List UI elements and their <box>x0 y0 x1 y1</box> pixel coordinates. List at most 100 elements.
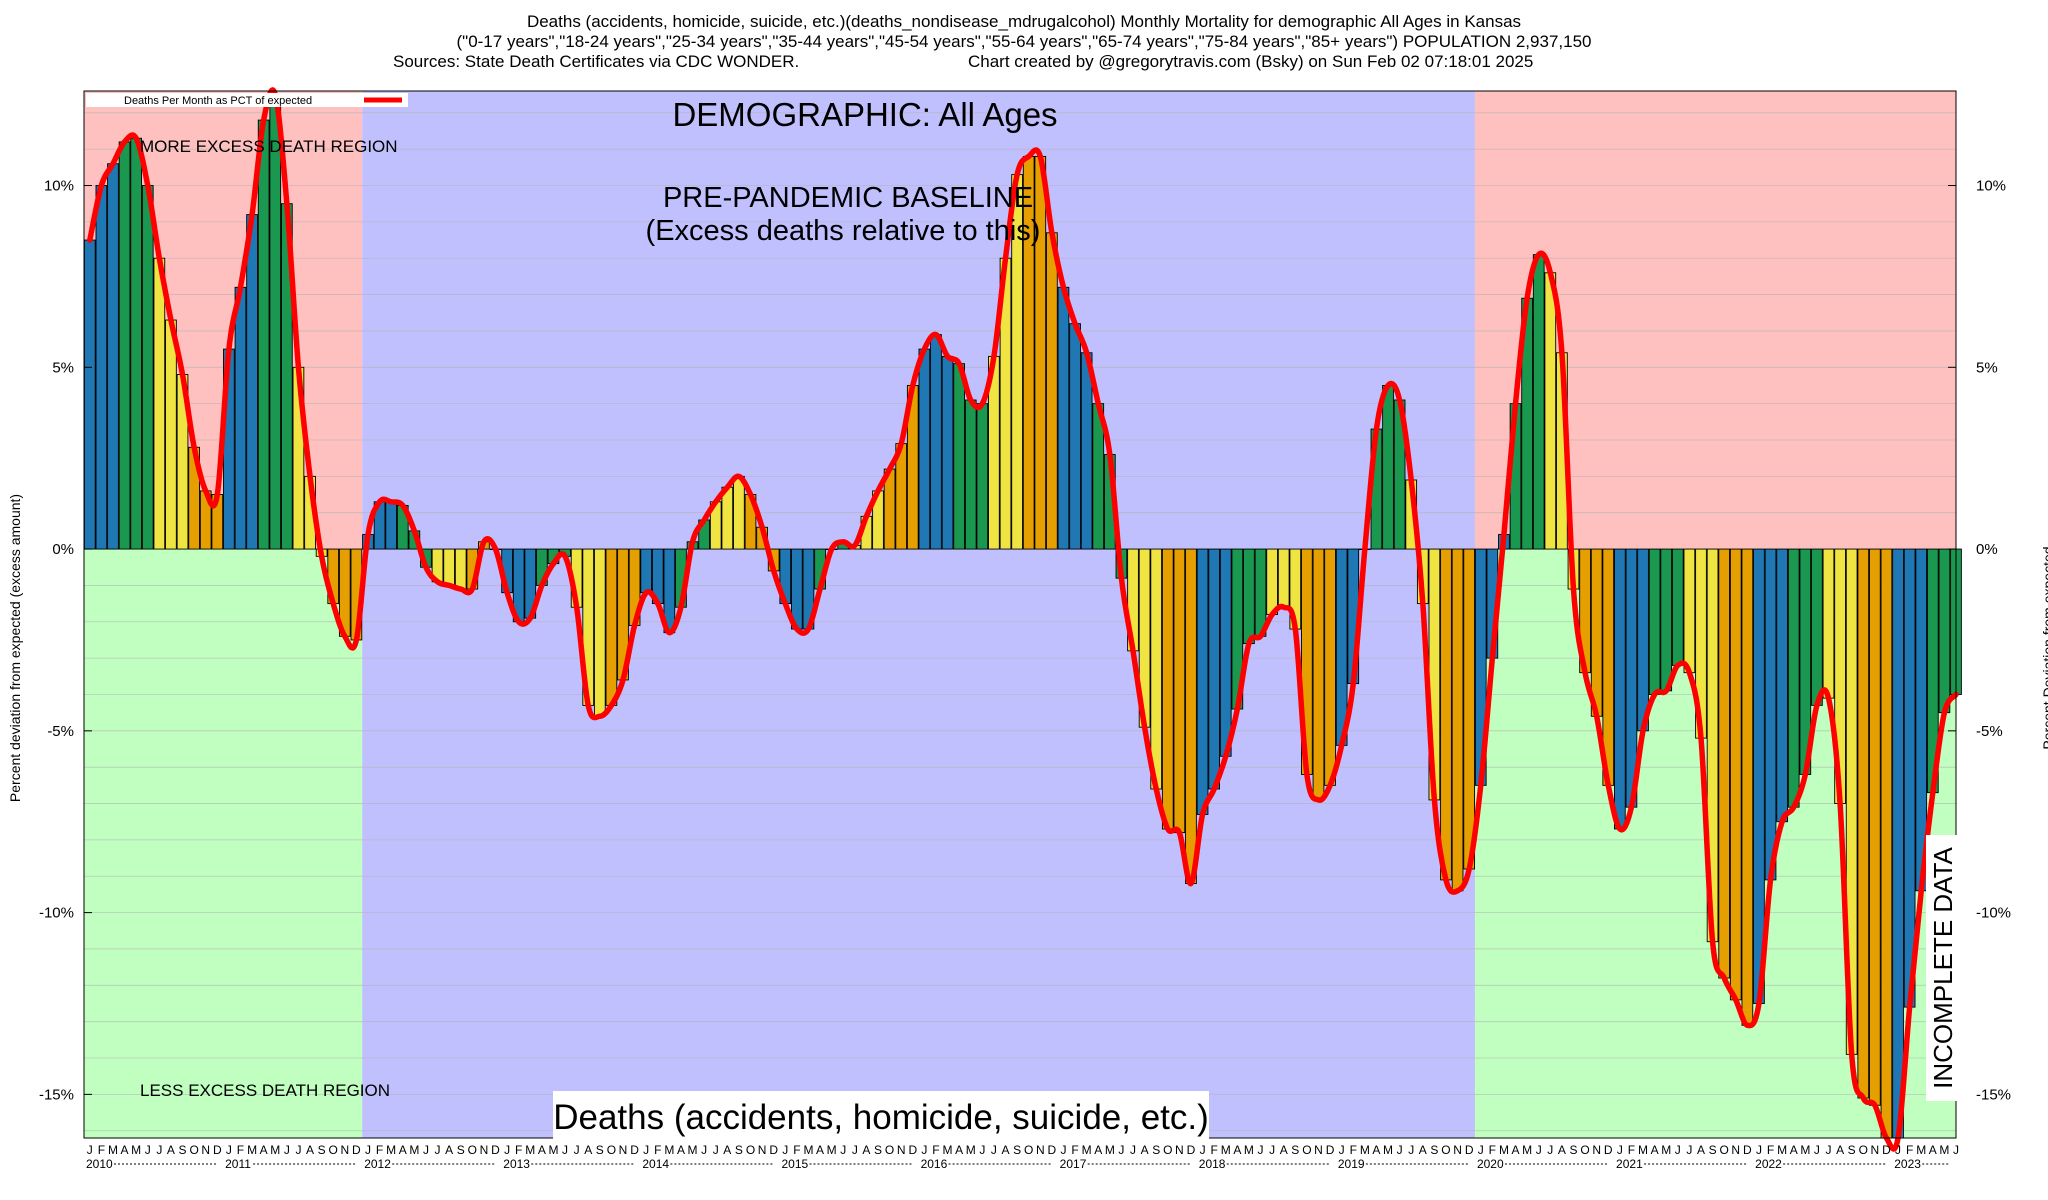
x-tick-month: J <box>365 1143 371 1157</box>
y-tick-label-left: -10% <box>39 905 74 922</box>
bar <box>1440 548 1452 881</box>
x-tick-month: S <box>1152 1143 1160 1157</box>
x-tick-month: A <box>1512 1143 1520 1157</box>
legend-label: Deaths Per Month as PCT of expected <box>124 95 312 107</box>
x-tick-month: J <box>1536 1143 1542 1157</box>
y-tick-label-right: 0% <box>1976 541 1998 558</box>
bar <box>593 548 606 717</box>
x-tick-month: J <box>1060 1143 1066 1157</box>
x-tick-month: N <box>758 1143 767 1157</box>
x-tick-month: O <box>329 1143 338 1157</box>
bar <box>107 163 119 550</box>
bar <box>1718 548 1731 979</box>
bottom-title-box <box>553 1091 1209 1141</box>
x-tick-month: J <box>1547 1143 1553 1157</box>
y-tick-label-right: -10% <box>1976 905 2011 922</box>
x-tick-month: N <box>1592 1143 1601 1157</box>
bar <box>118 141 131 550</box>
y-tick-label-left: -15% <box>39 1086 74 1103</box>
bar <box>1069 323 1081 550</box>
bar <box>1080 352 1093 550</box>
x-tick-month: J <box>979 1143 985 1157</box>
x-tick-month: N <box>619 1143 628 1157</box>
x-tick-month: M <box>1939 1143 1949 1157</box>
bar <box>1741 548 1754 1026</box>
x-tick-month: O <box>746 1143 755 1157</box>
bar <box>269 94 282 550</box>
x-tick-month: F <box>515 1143 522 1157</box>
bar <box>141 185 154 550</box>
x-tick-month: N <box>480 1143 489 1157</box>
bar <box>1729 548 1742 1001</box>
bar <box>1787 548 1800 808</box>
bar <box>1312 548 1325 801</box>
incomplete-data-label: INCOMPLETE DATA <box>1928 846 1958 1088</box>
x-tick-month: A <box>723 1143 731 1157</box>
demographic-label: DEMOGRAPHIC: All Ages <box>672 96 1057 133</box>
x-tick-month: M <box>688 1143 698 1157</box>
bottom-chart-title: Deaths (accidents, homicide, suicide, et… <box>553 1098 1209 1137</box>
x-tick-month: S <box>1291 1143 1299 1157</box>
bar <box>1463 548 1476 870</box>
y-tick-label-right: -15% <box>1976 1086 2011 1103</box>
x-tick-month: D <box>1743 1143 1752 1157</box>
bar <box>153 257 166 550</box>
x-tick-year: 2017 <box>1060 1157 1087 1171</box>
x-tick-month: J <box>1258 1143 1264 1157</box>
x-tick-month: M <box>108 1143 118 1157</box>
x-tick-month: J <box>1825 1143 1831 1157</box>
bar <box>1869 548 1881 1106</box>
y-tick-label-left: -5% <box>47 723 74 740</box>
x-tick-month: D <box>491 1143 500 1157</box>
x-tick-month: J <box>1814 1143 1820 1157</box>
x-tick-month: F <box>1071 1143 1078 1157</box>
y-axis-title-left: Percent deviation from expected (excess … <box>7 493 23 803</box>
x-tick-month: M <box>525 1143 535 1157</box>
bar <box>1266 548 1278 615</box>
bar <box>1057 286 1070 550</box>
y-tick-label-left: 10% <box>44 178 74 195</box>
x-tick-month: A <box>862 1143 870 1157</box>
x-tick-month: J <box>1339 1143 1345 1157</box>
x-tick-month: M <box>1244 1143 1254 1157</box>
x-tick-year: 2019 <box>1338 1157 1365 1171</box>
x-tick-month: N <box>201 1143 210 1157</box>
x-tick-month: M <box>409 1143 419 1157</box>
bar <box>1671 548 1684 666</box>
x-tick-month: F <box>1210 1143 1217 1157</box>
x-tick-month: J <box>1617 1143 1623 1157</box>
bar <box>1903 548 1916 1008</box>
x-tick-month: M <box>966 1143 976 1157</box>
bar <box>1219 548 1232 757</box>
bar <box>1614 548 1626 830</box>
chart-sources: Sources: State Death Certificates via CD… <box>393 52 800 71</box>
x-tick-month: J <box>1895 1143 1901 1157</box>
x-tick-month: O <box>885 1143 894 1157</box>
x-tick-month: J <box>87 1143 93 1157</box>
x-tick-month: N <box>1314 1143 1323 1157</box>
x-tick-month: J <box>1686 1143 1692 1157</box>
x-tick-month: M <box>247 1143 257 1157</box>
x-tick-month: A <box>445 1143 453 1157</box>
bar <box>1776 548 1788 823</box>
x-tick-month: J <box>991 1143 997 1157</box>
x-tick-month: A <box>816 1143 824 1157</box>
baseline-label-line1: PRE-PANDEMIC BASELINE <box>663 182 1033 214</box>
x-tick-month: F <box>1350 1143 1357 1157</box>
x-tick-month: J <box>782 1143 788 1157</box>
x-tick-month: N <box>340 1143 349 1157</box>
x-tick-month: F <box>237 1143 244 1157</box>
x-tick-month: N <box>1036 1143 1045 1157</box>
y-tick-label-right: 10% <box>1976 178 2006 195</box>
x-tick-month: F <box>1906 1143 1913 1157</box>
x-tick-month: S <box>735 1143 743 1157</box>
bar <box>1637 548 1649 732</box>
x-tick-month: M <box>1522 1143 1532 1157</box>
x-tick-month: J <box>713 1143 719 1157</box>
x-tick-month: M <box>1105 1143 1115 1157</box>
bar <box>1243 548 1255 645</box>
x-tick-month: D <box>769 1143 778 1157</box>
x-tick-month: O <box>1302 1143 1311 1157</box>
x-tick-month: M <box>548 1143 558 1157</box>
